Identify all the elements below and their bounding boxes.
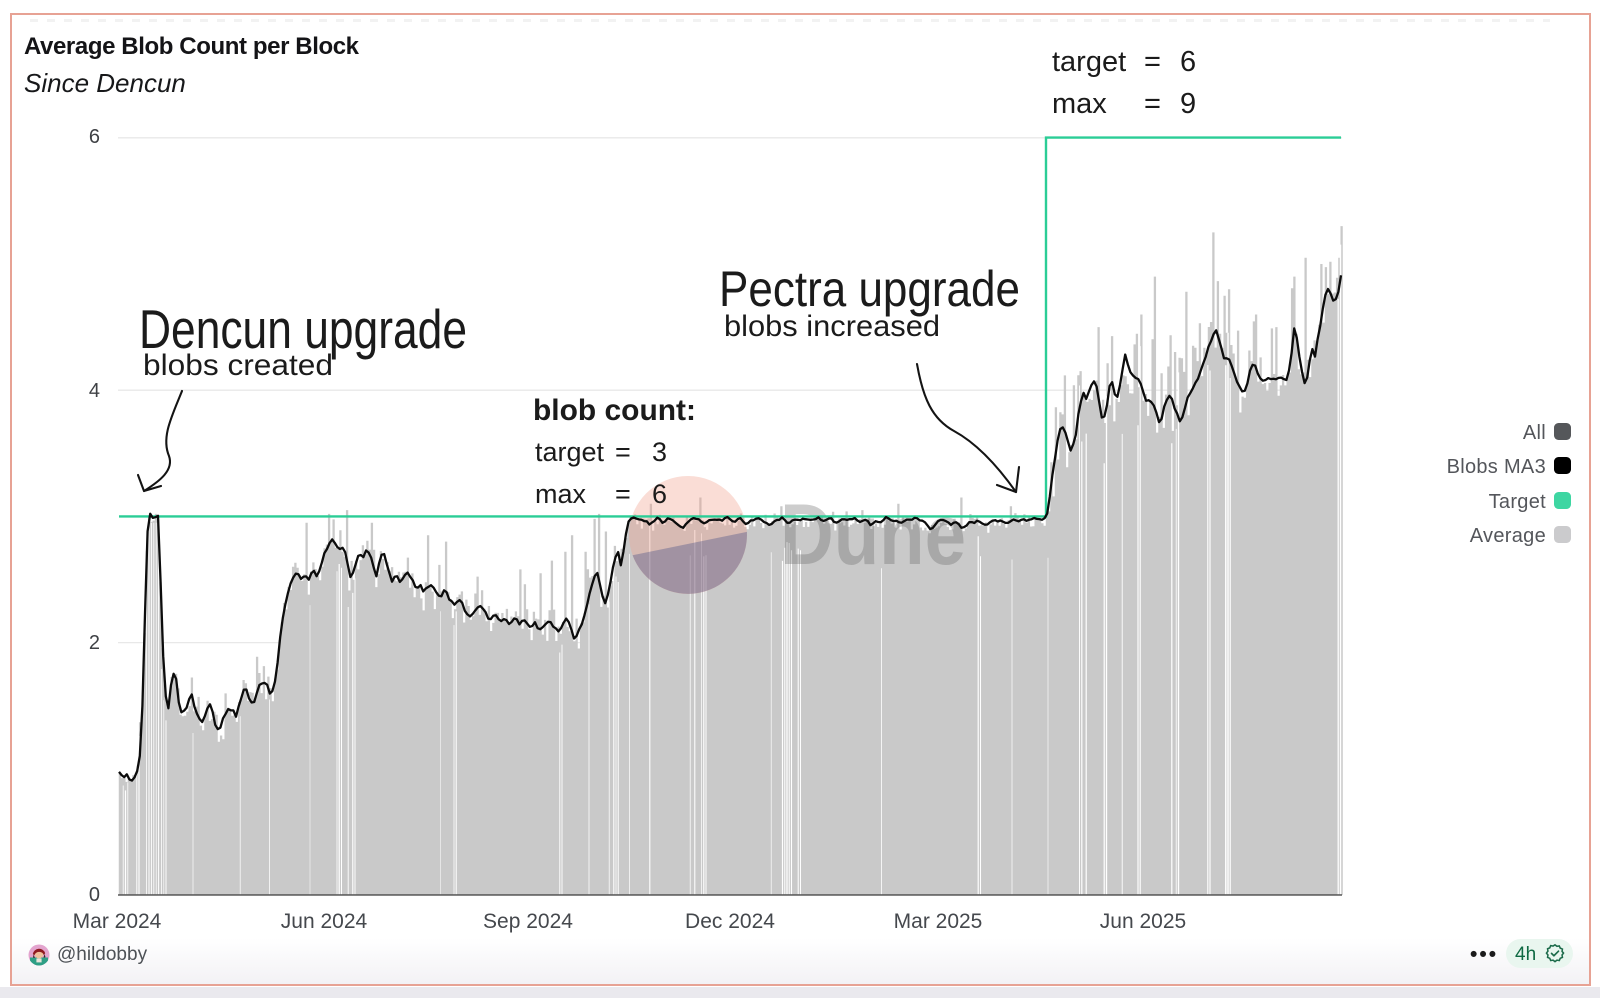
svg-text:Dune: Dune xyxy=(780,487,966,583)
